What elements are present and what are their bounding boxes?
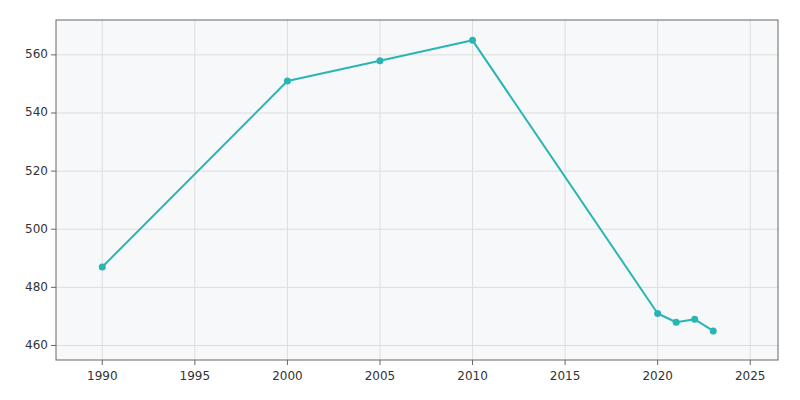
x-tick-label: 2020 (642, 369, 673, 383)
point (99, 264, 106, 271)
axes: 460 480 500 520 540 560 1990 1995 2000 2005 2010 20… (25, 20, 778, 383)
x-tick (472, 360, 473, 365)
y-grid-line (56, 171, 778, 172)
x-tick-label: 1990 (87, 369, 118, 383)
x-grid-line (565, 20, 566, 360)
grid (56, 20, 778, 360)
x-grid-line (750, 20, 751, 360)
x-tick (750, 360, 751, 365)
y-tick-label: 560 (25, 47, 48, 61)
y-tick (51, 171, 56, 172)
y-grid-line (56, 229, 778, 230)
point (284, 78, 291, 85)
plot-background (56, 20, 778, 360)
point (654, 310, 661, 317)
y-grid-line (56, 345, 778, 346)
x-tick (657, 360, 658, 365)
y-tick (51, 112, 56, 113)
x-tick-label: 1995 (180, 369, 211, 383)
y-tick-label: 500 (25, 222, 48, 236)
x-grid-line (379, 20, 380, 360)
x-grid-line (102, 20, 103, 360)
y-grid-line (56, 287, 778, 288)
y-tick-label: 520 (25, 164, 48, 178)
x-grid-line (287, 20, 288, 360)
x-tick-label: 2015 (550, 369, 581, 383)
x-tick-label: 2025 (735, 369, 766, 383)
x-tick (287, 360, 288, 365)
y-grid-line (56, 112, 778, 113)
x-tick (379, 360, 380, 365)
plot-frame (56, 20, 778, 360)
y-tick-label: 460 (25, 338, 48, 352)
data-group (99, 37, 717, 335)
x-grid-line (194, 20, 195, 360)
y-tick (51, 287, 56, 288)
point (710, 327, 717, 334)
x-tick-label: 2005 (365, 369, 396, 383)
x-tick (194, 360, 195, 365)
x-tick-label: 2010 (457, 369, 488, 383)
x-grid-line (657, 20, 658, 360)
y-tick (51, 229, 56, 230)
point (691, 316, 698, 323)
y-grid-line (56, 54, 778, 55)
point (673, 319, 680, 326)
y-tick (51, 345, 56, 346)
x-tick (102, 360, 103, 365)
x-grid-line (472, 20, 473, 360)
y-tick-label: 480 (25, 280, 48, 294)
line (102, 40, 713, 331)
chart-svg: 460 480 500 520 540 560 1990 1995 2000 2005 2010 20… (0, 0, 800, 400)
point (469, 37, 476, 44)
point (376, 57, 383, 64)
x-tick-label: 2000 (272, 369, 303, 383)
x-tick (565, 360, 566, 365)
y-tick-label: 540 (25, 105, 48, 119)
chart-container: 460 480 500 520 540 560 1990 1995 2000 2005 2010 20… (0, 0, 800, 400)
y-tick (51, 54, 56, 55)
